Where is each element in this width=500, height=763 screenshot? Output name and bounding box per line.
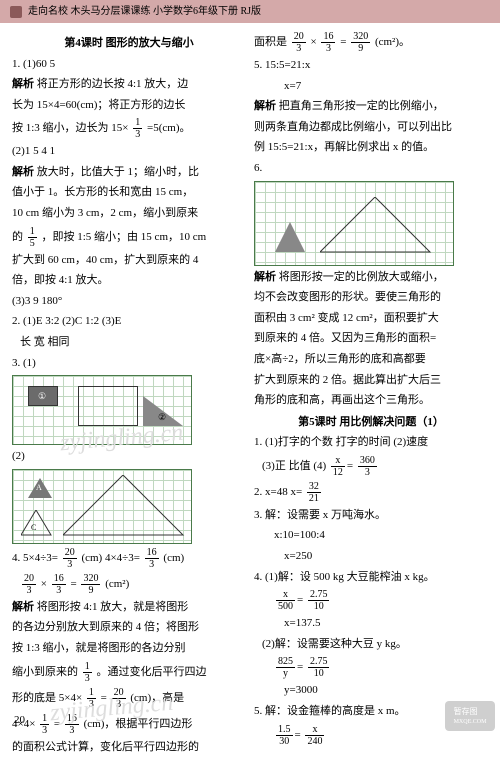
- diagram-1: ① ②: [12, 375, 192, 445]
- frac: 203: [292, 31, 306, 54]
- q5b: x=7: [254, 78, 488, 96]
- label-a: A: [36, 482, 42, 494]
- shape-tri-c: [21, 510, 56, 540]
- q2: 2. (1)E 3:2 (2)C 1:2 (3)E: [12, 313, 246, 331]
- shape-rect-outline: [78, 386, 138, 426]
- frac: 163: [52, 573, 66, 596]
- cont: 面积是 203 × 163 = 3209 (cm²)。: [254, 31, 488, 54]
- frac: 203: [63, 547, 77, 570]
- text: 形的底是 5×4× 13 = 203 (cm)，高是: [12, 687, 246, 710]
- frac: 2.7510: [308, 589, 330, 612]
- source-stamp: 暂存图MXQE.COM: [445, 701, 495, 731]
- q5a: 5. 15:5=21:x: [254, 57, 488, 75]
- left-column: 第4课时 图形的放大与缩小 1. (1)60 5 解析 解析 将正方形的边长按 …: [12, 31, 246, 759]
- frac-1-5: 15: [28, 226, 37, 249]
- text: 长为 15×4=60(cm)；将正方形的边长: [12, 97, 246, 115]
- text: 例 15:5=21:x，再解比例求出 x 的值。: [254, 139, 488, 157]
- text: 扩大到原来的 2 倍。据此算出扩大后三: [254, 372, 488, 390]
- text: 的 15 ，即按 1:5 缩小；由 15 cm，10 cm: [12, 226, 246, 249]
- lesson-4-title: 第4课时 图形的放大与缩小: [12, 35, 246, 52]
- q3: 3. (1): [12, 355, 246, 373]
- frac: 13: [87, 687, 96, 710]
- frac-1-3: 13: [133, 117, 142, 140]
- frac: 203: [22, 573, 36, 596]
- frac: 163: [145, 547, 159, 570]
- frac: 13: [83, 661, 92, 684]
- text: 解析 放大时，比值大于 1；缩小时，比: [12, 164, 246, 182]
- q2b: 长 宽 相同: [12, 334, 246, 352]
- l5-q3a: 3. 解：设需要 x 万吨海水。: [254, 507, 488, 525]
- frac: x240: [305, 724, 324, 747]
- text: 扩大到 60 cm，40 cm，扩大到原来的 4: [12, 252, 246, 270]
- text: 角形的底和高，再画出这个三角形。: [254, 392, 488, 410]
- text: 到原来的 4 倍。又因为三角形的面积=: [254, 330, 488, 348]
- shape-tri-outline-big: [63, 475, 188, 540]
- frac: x500: [276, 589, 295, 612]
- frac: 3209: [351, 31, 370, 54]
- q1-1: 1. (1)60 5: [12, 56, 246, 74]
- frac: x12: [331, 455, 345, 478]
- text: 缩小到原来的 13 。通过变化后平行四边: [12, 661, 246, 684]
- frac: 163: [321, 31, 335, 54]
- l5-q4a: 4. (1)解：设 500 kg 大豆能榨油 x kg。: [254, 569, 488, 587]
- q1-3: (3)3 9 180°: [12, 293, 246, 311]
- q1-2: (2)1 5 4 1: [12, 143, 246, 161]
- l5-q2: 2. x=48 x= 3221: [254, 481, 488, 504]
- page-header: 走向名校 木头马分层课课练 小学数学6年级下册 RJ版: [0, 0, 500, 23]
- q4: 4. 5×4÷3= 203 (cm) 4×4÷3= 163 (cm): [12, 547, 246, 570]
- l5-q4b: x500= 2.7510: [254, 589, 488, 612]
- l5-q4f: y=3000: [254, 682, 488, 700]
- l5-q4d: (2)解：设需要这种大豆 y kg。: [254, 636, 488, 654]
- page-number: 20: [14, 712, 25, 729]
- label-2: ②: [158, 411, 166, 425]
- q3-2: (2): [12, 448, 246, 466]
- text: 值小于 1。长方形的长和宽由 15 cm，: [12, 184, 246, 202]
- explain-1-1: 解析 解析 将正方形的边长按 4:1 放大，边 将正方形的边长按 4:1 放大，…: [12, 76, 246, 94]
- text: 面积由 3 cm² 变成 12 cm²，面积要扩大: [254, 310, 488, 328]
- diagram-3: [254, 181, 454, 266]
- diagram-2: A C: [12, 469, 192, 544]
- shape-tri-small: [275, 222, 305, 252]
- text: 的面积公式计算，变化后平行四边形的: [12, 739, 246, 757]
- frac: 3603: [358, 455, 377, 478]
- frac: 2.7510: [308, 656, 330, 679]
- l5-q1-3: (3)正 比值 (4) x12= 3603: [254, 455, 488, 478]
- text: 4×4× 13 = 163 (cm)，根据平行四边形: [12, 713, 246, 736]
- label-1: ①: [38, 390, 46, 404]
- frac: 13: [40, 713, 49, 736]
- header-text: 走向名校 木头马分层课课练 小学数学6年级下册 RJ版: [28, 4, 261, 19]
- label-c: C: [31, 522, 36, 534]
- text: 倍，即按 4:1 放大。: [12, 272, 246, 290]
- lesson-5-title: 第5课时 用比例解决问题（1）: [254, 414, 488, 431]
- explain-label: 解析: [12, 78, 34, 90]
- l5-q4e: 825y= 2.7510: [254, 656, 488, 679]
- q6: 6.: [254, 160, 488, 178]
- text: 10 cm 缩小为 3 cm，2 cm，缩小到原来: [12, 205, 246, 223]
- text: 均不会改变图形的形状。要使三角形的: [254, 289, 488, 307]
- text: 则两条直角边都成比例缩小，可以列出比: [254, 119, 488, 137]
- text: 解析 将图形按 4:1 放大，就是将图形: [12, 599, 246, 617]
- frac: 203: [112, 687, 126, 710]
- text: 底×高÷2，所以三角形的底和高都要: [254, 351, 488, 369]
- frac: 1.530: [276, 724, 293, 747]
- frac: 163: [65, 713, 79, 736]
- l5-q3b: x:10=100:4: [254, 527, 488, 545]
- text: 按 1:3 缩小，边长为 15× 13 =5(cm)。: [12, 117, 246, 140]
- frac: 825y: [276, 656, 295, 679]
- frac: 3209: [81, 573, 100, 596]
- q4-calc: 203 × 163 = 3209 (cm²): [12, 573, 246, 596]
- l5-q4c: x=137.5: [254, 615, 488, 633]
- text: 解析 将图形按一定的比例放大或缩小，: [254, 269, 488, 287]
- frac: 3221: [307, 481, 321, 504]
- main-content: 第4课时 图形的放大与缩小 1. (1)60 5 解析 解析 将正方形的边长按 …: [0, 23, 500, 763]
- l5-q1-1: 1. (1)打字的个数 打字的时间 (2)速度: [254, 434, 488, 452]
- text: 按 1:3 缩小，就是将图形的各边分别: [12, 640, 246, 658]
- shape-tri-outline: [320, 197, 435, 257]
- text: 的各边分别放大到原来的 4 倍；将图形: [12, 619, 246, 637]
- text: 解析 把直角三角形按一定的比例缩小，: [254, 98, 488, 116]
- l5-q3c: x=250: [254, 548, 488, 566]
- header-icon: [10, 6, 22, 18]
- right-column: 面积是 203 × 163 = 3209 (cm²)。 5. 15:5=21:x…: [254, 31, 488, 759]
